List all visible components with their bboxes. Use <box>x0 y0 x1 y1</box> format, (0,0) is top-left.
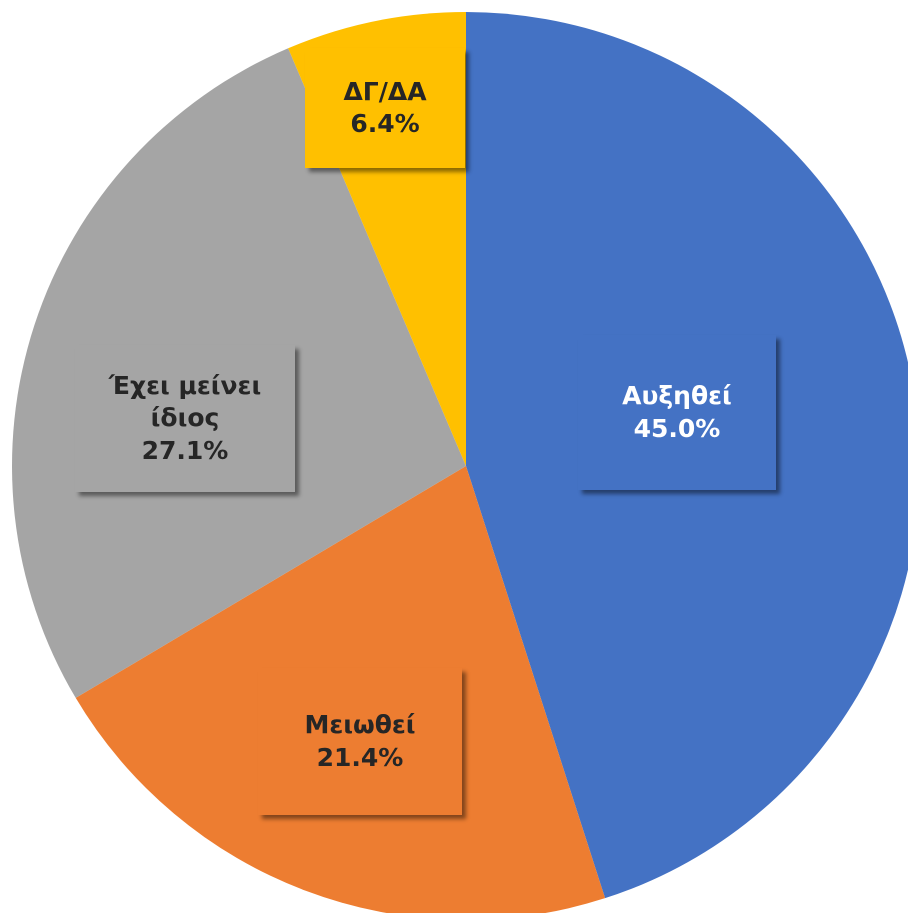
data-label: Έχει μείνει ίδιος 27.1% <box>75 345 295 492</box>
data-label: ΔΓ/ΔΑ 6.4% <box>305 48 465 168</box>
category-label: Μειωθεί <box>304 710 416 739</box>
data-label: Αυξηθεί 45.0% <box>578 335 776 490</box>
category-label: Αυξηθεί <box>622 381 732 410</box>
value-label: 27.1% <box>141 435 229 465</box>
data-label: Μειωθεί 21.4% <box>258 668 462 815</box>
value-label: 45.0% <box>633 413 721 443</box>
category-label: Έχει μείνει ίδιος <box>108 370 262 433</box>
value-label: 21.4% <box>316 742 404 772</box>
category-label: ΔΓ/ΔΑ <box>343 76 427 106</box>
value-label: 6.4% <box>350 109 420 138</box>
